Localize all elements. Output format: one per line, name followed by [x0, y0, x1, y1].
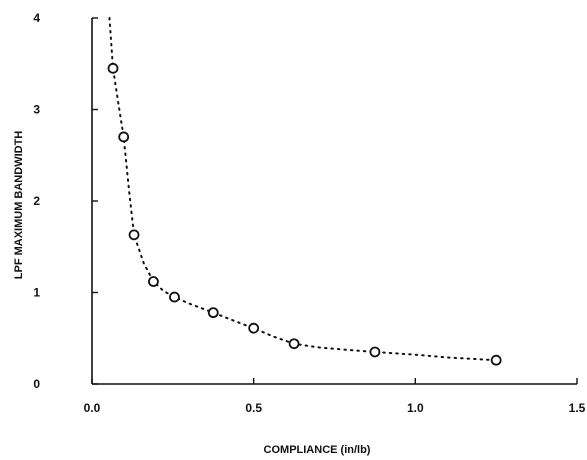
- data-point: [369, 346, 381, 358]
- x-axis-title: COMPLIANCE (in/lb): [264, 444, 371, 456]
- data-point: [107, 62, 119, 74]
- y-tick-label: 2: [33, 194, 40, 208]
- data-point: [490, 354, 502, 366]
- x-tick-label: 0.5: [245, 401, 262, 415]
- x-tick-label: 1.0: [407, 401, 424, 415]
- x-tick-label: 1.5: [569, 401, 586, 415]
- data-point: [288, 338, 300, 350]
- y-tick-label: 3: [33, 103, 40, 117]
- y-tick-label: 4: [33, 11, 40, 25]
- plot-area: 0 1 2 3 4 0.0 0.5 1.0 1.5: [33, 11, 585, 415]
- data-point: [248, 322, 260, 334]
- data-point: [169, 291, 180, 303]
- y-tick-label: 1: [33, 286, 40, 300]
- data-point: [118, 131, 130, 143]
- fit-curve: [108, 17, 498, 362]
- y-axis-title: LPF MAXIMUM BANDWIDTH: [13, 131, 25, 280]
- data-point: [148, 276, 159, 287]
- data-point: [207, 307, 219, 319]
- y-axis-title-group: LPF MAXIMUM BANDWIDTH: [13, 131, 25, 280]
- y-tick-label: 0: [33, 377, 40, 391]
- x-tick-label: 0.0: [84, 401, 101, 415]
- data-point: [128, 229, 140, 241]
